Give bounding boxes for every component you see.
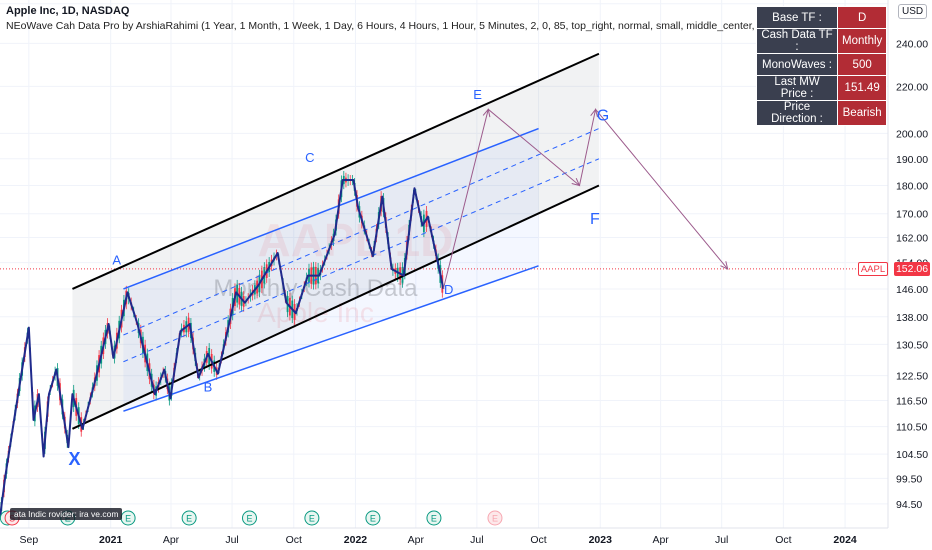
- y-tick-label: 99.50: [896, 473, 922, 485]
- price-symbol-tag: AAPL: [858, 262, 888, 276]
- watermark-line2: Apple Inc: [257, 297, 374, 328]
- info-label: MonoWaves :: [756, 53, 838, 76]
- earnings-marker-letter: E: [125, 514, 131, 524]
- wave-label-g: G: [597, 108, 609, 125]
- info-value: Monthly: [836, 28, 888, 54]
- x-tick-label: Sep: [19, 534, 38, 546]
- info-row: Cash Data TF : Monthly: [756, 28, 888, 54]
- earnings-marker: [304, 510, 320, 526]
- y-tick-label: 162.00: [896, 233, 928, 245]
- x-tick-label: 2021: [99, 534, 123, 546]
- x-tick-label: Jul: [225, 534, 238, 546]
- y-tick-label: 146.00: [896, 284, 928, 296]
- x-tick-label: 2024: [833, 534, 857, 546]
- x-tick-label: Jul: [470, 534, 483, 546]
- info-value: Bearish: [836, 100, 888, 126]
- x-tick-label: 2023: [589, 534, 613, 546]
- x-tick-label: Apr: [163, 534, 180, 546]
- info-value: 151.49: [836, 75, 888, 101]
- earnings-marker-letter: E: [246, 514, 252, 524]
- y-tick-label: 104.50: [896, 449, 928, 461]
- info-row: Last MW Price :151.49: [756, 75, 888, 101]
- y-tick-label: 110.50: [896, 422, 927, 434]
- y-tick-label: 170.00: [896, 209, 928, 221]
- channel-line: [72, 184, 600, 430]
- earnings-marker: [365, 510, 381, 526]
- channel-midline: [123, 128, 600, 336]
- earnings-marker: [487, 510, 503, 526]
- y-tick-label: 130.50: [896, 339, 928, 351]
- y-tick-label: 240.00: [896, 38, 928, 50]
- wave-label-f: F: [590, 211, 600, 228]
- last-price-tag: 152.06: [894, 262, 930, 276]
- earnings-marker: [426, 510, 442, 526]
- info-label: Last MW Price :: [756, 75, 838, 101]
- wave-label-c: C: [305, 150, 314, 165]
- y-tick-label: 220.00: [896, 81, 928, 93]
- info-table: Base TF :D Cash Data TF : Monthly MonoWav…: [756, 6, 888, 126]
- earnings-marker-letter: E: [186, 514, 192, 524]
- projection-arrow-head: [482, 108, 491, 118]
- wave-label-a: A: [112, 252, 121, 267]
- y-tick-label: 94.50: [896, 499, 922, 511]
- channel-line: [123, 265, 539, 412]
- channel-line: [123, 127, 539, 290]
- wave-path: [0, 179, 445, 518]
- y-tick-label: 122.50: [896, 371, 928, 383]
- projection-arrow-head: [571, 177, 581, 187]
- earnings-marker-letter: E: [370, 514, 376, 524]
- y-tick-label: 116.50: [896, 395, 927, 407]
- info-value: D: [836, 6, 888, 29]
- y-tick-label: 200.00: [896, 128, 928, 140]
- y-tick-label: 180.00: [896, 180, 928, 192]
- x-tick-label: Apr: [408, 534, 425, 546]
- info-row: Base TF :D: [756, 6, 888, 29]
- time-axis: [0, 528, 932, 550]
- channel-fill-outer: [72, 53, 599, 429]
- indicator-title[interactable]: NEoWave Cah Data Pro by ArshiaRahimi (1 …: [6, 20, 797, 32]
- info-value: 500: [836, 53, 888, 76]
- wave-label-x: X: [68, 449, 80, 469]
- currency-button[interactable]: USD: [898, 4, 928, 19]
- wave-label-d: D: [444, 282, 453, 297]
- earnings-marker: [241, 510, 257, 526]
- info-label: Cash Data TF :: [756, 28, 838, 54]
- wave-label-b: B: [204, 379, 213, 394]
- channel-fill-inner: [123, 128, 539, 412]
- plot-area: [0, 0, 888, 528]
- x-tick-label: Apr: [652, 534, 669, 546]
- x-tick-label: Oct: [775, 534, 791, 546]
- data-source-label: ata Indic rovider: ira ve.com: [10, 508, 123, 520]
- x-tick-label: Oct: [530, 534, 546, 546]
- earnings-marker: [181, 510, 197, 526]
- info-row: MonoWaves :500: [756, 53, 888, 76]
- wave-label-e: E: [473, 87, 482, 102]
- x-tick-label: 2022: [344, 534, 368, 546]
- chart-header: Apple Inc, 1D, NASDAQ NEoWave Cah Data P…: [6, 4, 796, 34]
- x-tick-label: Jul: [715, 534, 728, 546]
- earnings-marker-letter: E: [431, 514, 437, 524]
- info-label: Base TF :: [756, 6, 838, 29]
- x-tick-label: Oct: [286, 534, 302, 546]
- symbol-title[interactable]: Apple Inc, 1D, NASDAQ: [6, 5, 130, 17]
- projection-arrow-head: [590, 108, 598, 118]
- earnings-marker-letter: E: [492, 514, 498, 524]
- y-tick-label: 190.00: [896, 154, 928, 166]
- earnings-marker-letter: E: [309, 514, 315, 524]
- info-row: Price Direction : Bearish: [756, 100, 888, 126]
- y-tick-label: 138.00: [896, 312, 928, 324]
- projection-arrow-head: [720, 261, 729, 270]
- channel-line: [72, 52, 600, 290]
- info-label: Price Direction :: [756, 100, 838, 126]
